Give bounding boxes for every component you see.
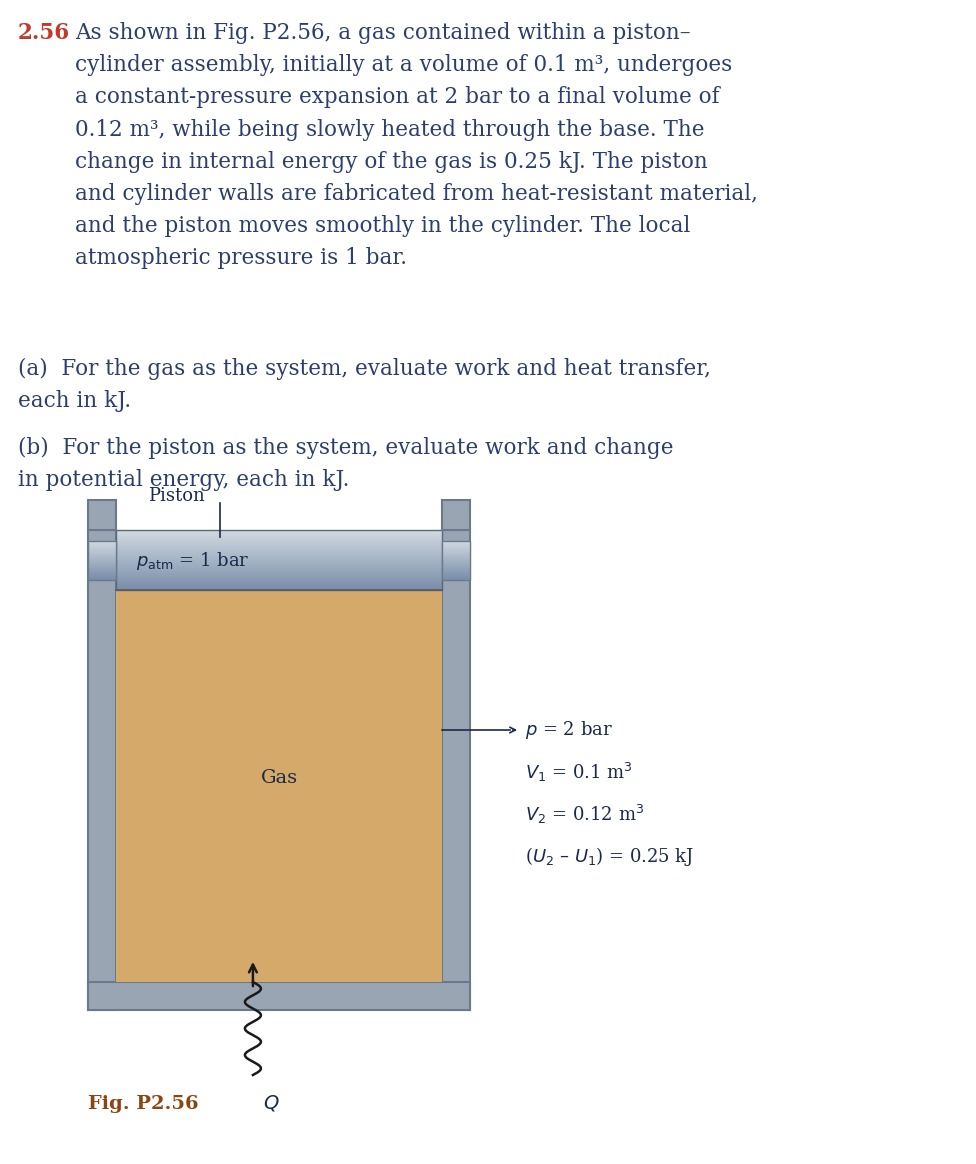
- Bar: [116, 555, 442, 556]
- Text: (a)  For the gas as the system, evaluate work and heat transfer,
each in kJ.: (a) For the gas as the system, evaluate …: [18, 359, 711, 412]
- Bar: [116, 579, 442, 581]
- Bar: [442, 540, 470, 580]
- Bar: [116, 588, 442, 589]
- Bar: [116, 567, 442, 568]
- Bar: [116, 534, 442, 535]
- Text: $p_{\mathrm{atm}}$ = 1 bar: $p_{\mathrm{atm}}$ = 1 bar: [136, 551, 250, 573]
- Text: 2.56: 2.56: [18, 22, 70, 44]
- Bar: [88, 501, 116, 530]
- Bar: [116, 537, 442, 539]
- Bar: [116, 538, 442, 539]
- Text: (b)  For the piston as the system, evaluate work and change
in potential energy,: (b) For the piston as the system, evalua…: [18, 436, 673, 491]
- Bar: [116, 540, 442, 541]
- Text: Gas: Gas: [261, 769, 298, 787]
- Bar: [116, 551, 442, 553]
- Bar: [116, 572, 442, 573]
- Bar: [116, 554, 442, 555]
- Text: $Q$: $Q$: [263, 1093, 279, 1113]
- Bar: [116, 587, 442, 589]
- Bar: [116, 575, 442, 576]
- Bar: [442, 530, 470, 1010]
- Bar: [116, 539, 442, 540]
- Bar: [116, 558, 442, 559]
- Bar: [116, 566, 442, 568]
- Bar: [116, 562, 442, 563]
- Bar: [116, 589, 442, 590]
- Text: ($U_2$ – $U_1$) = 0.25 kJ: ($U_2$ – $U_1$) = 0.25 kJ: [525, 845, 694, 867]
- Bar: [442, 501, 470, 530]
- Bar: [116, 584, 442, 585]
- Bar: [116, 530, 442, 590]
- Bar: [116, 544, 442, 546]
- Bar: [88, 540, 116, 580]
- Bar: [116, 583, 442, 584]
- Bar: [116, 548, 442, 549]
- Text: Piston: Piston: [148, 487, 205, 505]
- Bar: [116, 568, 442, 569]
- Bar: [116, 542, 442, 544]
- Bar: [116, 569, 442, 570]
- Bar: [88, 530, 116, 1010]
- Text: Fig. P2.56: Fig. P2.56: [88, 1095, 199, 1113]
- Text: $p$ = 2 bar: $p$ = 2 bar: [525, 719, 613, 741]
- Bar: [116, 559, 442, 561]
- Bar: [116, 577, 442, 579]
- Bar: [116, 560, 442, 561]
- Bar: [116, 561, 442, 562]
- Bar: [116, 563, 442, 565]
- Bar: [116, 558, 442, 560]
- Bar: [116, 546, 442, 547]
- Bar: [116, 531, 442, 532]
- Bar: [116, 541, 442, 542]
- Bar: [116, 547, 442, 548]
- Bar: [116, 590, 442, 982]
- Bar: [116, 585, 442, 588]
- Bar: [116, 532, 442, 533]
- Text: $V_1$ = 0.1 m$^3$: $V_1$ = 0.1 m$^3$: [525, 760, 632, 783]
- Bar: [116, 570, 442, 572]
- Bar: [116, 533, 442, 534]
- Bar: [116, 553, 442, 554]
- Bar: [116, 535, 442, 537]
- Bar: [116, 535, 442, 538]
- Bar: [116, 576, 442, 577]
- Bar: [116, 585, 442, 587]
- Bar: [116, 542, 442, 545]
- Bar: [116, 582, 442, 583]
- Bar: [116, 574, 442, 575]
- Bar: [116, 556, 442, 558]
- Bar: [88, 982, 470, 1010]
- Bar: [116, 552, 442, 554]
- Bar: [116, 549, 442, 551]
- Bar: [116, 573, 442, 575]
- Text: As shown in Fig. P2.56, a gas contained within a piston–
cylinder assembly, init: As shown in Fig. P2.56, a gas contained …: [75, 22, 758, 269]
- Bar: [116, 565, 442, 566]
- Bar: [116, 551, 442, 552]
- Bar: [116, 530, 442, 532]
- Bar: [116, 579, 442, 580]
- Bar: [116, 580, 442, 582]
- Bar: [116, 565, 442, 567]
- Bar: [116, 572, 442, 574]
- Bar: [116, 581, 442, 582]
- Bar: [116, 545, 442, 547]
- Text: $V_2$ = 0.12 m$^3$: $V_2$ = 0.12 m$^3$: [525, 802, 644, 825]
